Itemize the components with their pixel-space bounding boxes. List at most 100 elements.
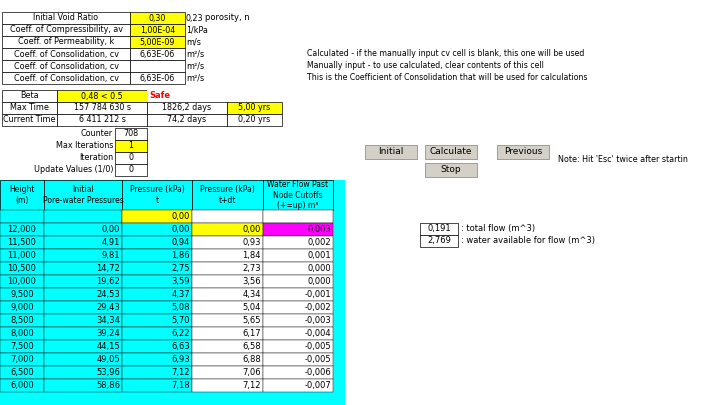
Text: Safe: Safe — [149, 92, 170, 100]
Bar — [263, 288, 333, 301]
Bar — [0, 314, 44, 327]
Text: 0: 0 — [128, 153, 133, 162]
Bar — [0, 223, 44, 236]
Text: 7,000: 7,000 — [10, 355, 34, 364]
Text: Manually input - to use calculated, clear contents of this cell: Manually input - to use calculated, clea… — [307, 62, 544, 70]
Bar — [147, 90, 227, 102]
Text: 44,15: 44,15 — [96, 342, 120, 351]
Text: 1,84: 1,84 — [243, 251, 261, 260]
Text: 5,04: 5,04 — [243, 303, 261, 312]
Text: 6,88: 6,88 — [242, 355, 261, 364]
Bar — [425, 145, 477, 159]
Text: 4,34: 4,34 — [243, 290, 261, 299]
Text: Coeff. of Consolidation, cv: Coeff. of Consolidation, cv — [14, 73, 119, 83]
Text: Height
(m): Height (m) — [9, 185, 35, 205]
Text: 9,000: 9,000 — [10, 303, 34, 312]
Bar — [122, 275, 192, 288]
Text: Initial: Initial — [378, 147, 404, 156]
Bar — [122, 210, 192, 223]
Text: Calculate: Calculate — [430, 147, 472, 156]
Bar — [115, 128, 147, 140]
Bar — [122, 288, 192, 301]
Bar — [0, 180, 44, 210]
Text: m/s: m/s — [186, 38, 201, 47]
Text: 0,003: 0,003 — [307, 225, 331, 234]
Bar — [147, 114, 227, 126]
Text: 0,30: 0,30 — [149, 13, 166, 23]
Bar — [57, 114, 147, 126]
Text: -0,001: -0,001 — [305, 290, 331, 299]
Text: 11,500: 11,500 — [8, 238, 37, 247]
Text: 0,00: 0,00 — [102, 225, 120, 234]
Text: 0,00: 0,00 — [243, 225, 261, 234]
Bar — [122, 353, 192, 366]
Bar — [130, 48, 185, 60]
Text: 708: 708 — [123, 130, 138, 139]
Bar — [263, 236, 333, 249]
Bar — [263, 249, 333, 262]
Text: -0,003: -0,003 — [305, 316, 331, 325]
Bar — [263, 275, 333, 288]
Bar — [44, 353, 122, 366]
Bar — [192, 210, 263, 223]
Bar — [263, 262, 333, 275]
Bar — [192, 180, 263, 210]
Text: -0,004: -0,004 — [305, 329, 331, 338]
Bar — [44, 379, 122, 392]
Text: 0,000: 0,000 — [307, 277, 331, 286]
Text: 29,43: 29,43 — [96, 303, 120, 312]
Text: -0,005: -0,005 — [305, 342, 331, 351]
Bar — [122, 249, 192, 262]
Bar — [192, 327, 263, 340]
Bar — [192, 262, 263, 275]
Text: Max Time: Max Time — [10, 104, 49, 113]
Text: 0,001: 0,001 — [307, 251, 331, 260]
Bar — [0, 301, 44, 314]
Bar — [122, 262, 192, 275]
Text: 8,000: 8,000 — [10, 329, 34, 338]
Text: 7,12: 7,12 — [243, 381, 261, 390]
Text: Pressure (kPa)
t: Pressure (kPa) t — [130, 185, 184, 205]
Bar — [122, 379, 192, 392]
Text: Coeff. of Compressibility, av: Coeff. of Compressibility, av — [9, 26, 122, 34]
Text: 0,00: 0,00 — [171, 212, 190, 221]
Bar — [57, 102, 147, 114]
Bar — [227, 114, 282, 126]
Bar — [192, 314, 263, 327]
Text: 4,91: 4,91 — [102, 238, 120, 247]
Text: 9,500: 9,500 — [10, 290, 34, 299]
Bar — [192, 275, 263, 288]
Text: 3,56: 3,56 — [243, 277, 261, 286]
Text: 34,34: 34,34 — [96, 316, 120, 325]
Bar — [263, 180, 333, 210]
Text: Initial Void Ratio: Initial Void Ratio — [33, 13, 99, 23]
Text: 1: 1 — [128, 141, 133, 151]
Bar — [192, 288, 263, 301]
Bar — [122, 340, 192, 353]
Text: 0,191: 0,191 — [427, 224, 451, 234]
Text: Coeff. of Consolidation, cv: Coeff. of Consolidation, cv — [14, 62, 119, 70]
Text: : water available for flow (m^3): : water available for flow (m^3) — [461, 237, 595, 245]
Bar — [44, 314, 122, 327]
Text: 8,500: 8,500 — [10, 316, 34, 325]
Text: 6,58: 6,58 — [243, 342, 261, 351]
Text: -0,005: -0,005 — [305, 355, 331, 364]
Text: 0,48 < 0.5: 0,48 < 0.5 — [81, 92, 123, 100]
Text: Pressure (kPa)
t+dt: Pressure (kPa) t+dt — [200, 185, 255, 205]
Bar — [497, 145, 549, 159]
Bar — [192, 353, 263, 366]
Bar — [122, 236, 192, 249]
Bar — [420, 223, 458, 235]
Text: 5,70: 5,70 — [171, 316, 190, 325]
Bar — [263, 379, 333, 392]
Text: Update Values (1/0): Update Values (1/0) — [34, 166, 113, 175]
Bar — [44, 327, 122, 340]
Text: 19,62: 19,62 — [96, 277, 120, 286]
Bar — [130, 12, 185, 24]
Bar — [130, 72, 185, 84]
Bar — [365, 145, 417, 159]
Bar — [44, 262, 122, 275]
Text: 39,24: 39,24 — [96, 329, 120, 338]
Bar — [2, 90, 57, 102]
Bar — [130, 60, 185, 72]
